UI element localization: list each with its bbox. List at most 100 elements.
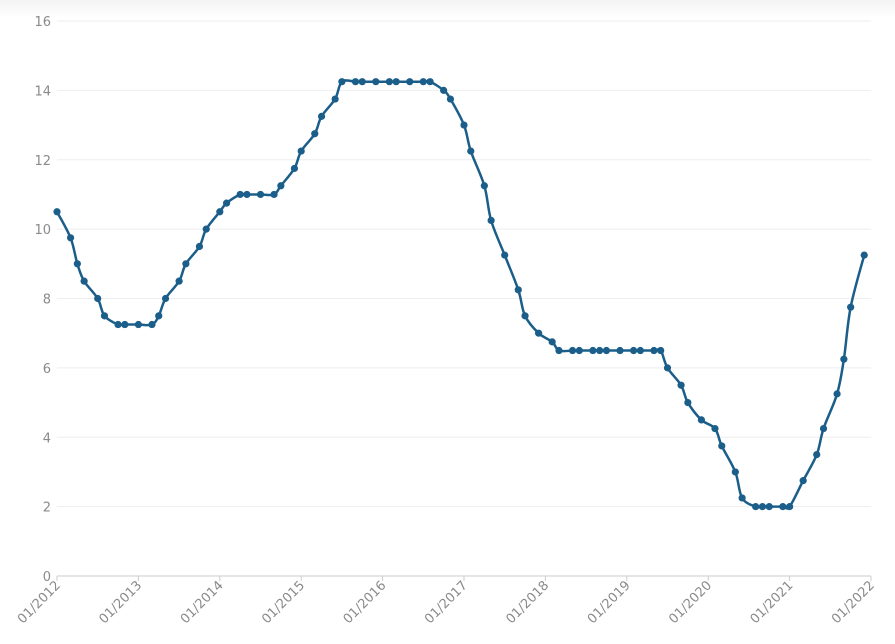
data-point [779, 503, 787, 511]
data-point [195, 242, 204, 251]
data-point [575, 346, 583, 355]
x-tick-label: 01/2017 [422, 578, 471, 627]
x-tick-label: 01/2014 [178, 578, 227, 627]
data-point [460, 121, 468, 129]
data-point [697, 416, 706, 424]
data-point [840, 355, 848, 363]
data-point [568, 346, 577, 355]
data-point [731, 468, 739, 476]
y-tick-label: 0 [43, 570, 51, 585]
x-tick-label: 01/2022 [829, 578, 878, 627]
series-points [53, 78, 868, 511]
data-point [202, 225, 210, 233]
data-point [467, 147, 475, 155]
data-point [521, 312, 529, 320]
data-point [331, 95, 339, 103]
x-axis-ticks: 01/2012 01/2013 01/2014 01/2015 01/2016 01/20… [15, 576, 878, 627]
y-tick-label: 8 [43, 293, 51, 308]
data-point [786, 503, 794, 511]
data-point [134, 320, 142, 329]
data-point [73, 260, 81, 268]
data-point [338, 78, 346, 86]
y-tick-label: 14 [34, 84, 51, 99]
data-point [629, 346, 638, 355]
grid-lines [57, 20, 871, 508]
data-point [100, 312, 109, 320]
data-point [636, 346, 644, 355]
top-band [0, 0, 895, 18]
data-point [358, 78, 366, 86]
data-point [114, 320, 122, 329]
data-point [684, 398, 692, 407]
data-point [860, 251, 868, 259]
data-point [182, 260, 190, 268]
x-tick-label: 01/2018 [503, 578, 552, 627]
data-point [752, 503, 760, 511]
x-tick-label: 01/2019 [585, 578, 634, 627]
x-tick-label: 01/2016 [341, 578, 390, 627]
data-point [616, 346, 624, 355]
data-point [718, 442, 726, 450]
data-point [819, 424, 828, 433]
data-point [270, 190, 278, 199]
data-point [121, 320, 129, 329]
data-point [406, 78, 414, 86]
data-point [236, 190, 244, 199]
series-line-path [55, 79, 866, 510]
data-point [426, 78, 434, 86]
data-point [738, 494, 746, 502]
data-point [155, 312, 163, 320]
data-point [650, 346, 658, 355]
data-point [711, 424, 719, 433]
series-line [55, 79, 866, 510]
data-point [596, 346, 604, 355]
data-point [514, 286, 522, 294]
data-point [446, 95, 455, 103]
data-point [548, 338, 556, 346]
data-point [277, 182, 285, 190]
data-point [663, 364, 672, 372]
data-point [419, 78, 427, 86]
data-point [161, 294, 170, 303]
data-point [501, 251, 509, 259]
y-tick-label: 16 [34, 15, 51, 30]
data-point [311, 130, 319, 138]
data-point [94, 294, 102, 303]
data-point [243, 190, 251, 199]
y-tick-label: 12 [34, 154, 51, 169]
data-point [66, 234, 75, 242]
y-tick-label: 2 [43, 501, 51, 516]
y-tick-label: 4 [43, 431, 51, 446]
y-axis-ticks: 0 2 4 6 8 10 12 14 16 [34, 15, 51, 585]
data-point [80, 277, 88, 285]
data-point [833, 390, 841, 398]
data-point [317, 112, 326, 120]
data-point [256, 190, 265, 199]
data-point [392, 78, 400, 86]
x-tick-label: 01/2013 [96, 578, 145, 627]
data-point [385, 78, 393, 86]
y-tick-label: 6 [43, 362, 51, 377]
data-point [53, 208, 61, 216]
y-tick-label: 10 [34, 223, 51, 238]
data-point [799, 477, 807, 485]
data-point [297, 147, 305, 155]
x-tick-label: 01/2020 [666, 578, 715, 627]
data-point [758, 503, 767, 511]
data-point [290, 164, 299, 173]
data-point [440, 86, 448, 94]
data-point [372, 78, 380, 86]
data-point [555, 346, 563, 355]
data-point [589, 346, 597, 355]
data-point [175, 277, 183, 285]
data-point [677, 381, 685, 389]
data-point [148, 320, 156, 329]
data-point [847, 303, 855, 311]
data-point [216, 208, 224, 216]
data-point [657, 346, 665, 355]
data-point [813, 450, 821, 459]
data-point [535, 329, 543, 337]
x-tick-label: 01/2015 [259, 578, 308, 627]
data-point [222, 199, 231, 207]
